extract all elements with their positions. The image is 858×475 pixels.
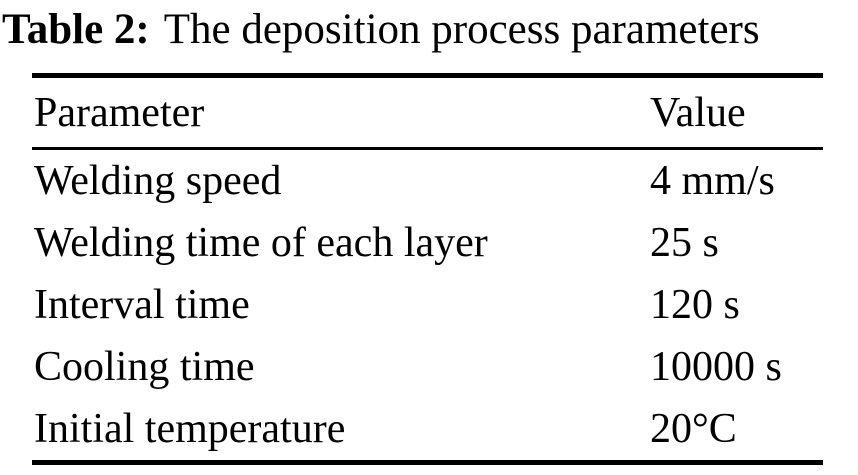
row-parameter: Welding time of each layer — [34, 220, 488, 266]
table-mid-rule — [32, 147, 823, 150]
row-value: 4 mm/s — [650, 158, 775, 204]
row-parameter: Initial temperature — [34, 406, 346, 452]
row-parameter: Cooling time — [34, 344, 255, 390]
table-caption-text: The deposition process parameters — [163, 6, 760, 53]
row-value: 20°C — [650, 406, 737, 452]
header-parameter: Parameter — [34, 89, 205, 136]
table-row: Welding speed 4 mm/s — [32, 150, 823, 212]
header-value: Value — [650, 89, 746, 136]
table-caption-label: Table 2: — [2, 6, 150, 53]
table-top-rule — [32, 73, 823, 78]
row-value: 25 s — [650, 220, 719, 266]
table-row: Welding time of each layer 25 s — [32, 212, 823, 274]
table-bottom-rule — [32, 460, 823, 465]
row-parameter: Welding speed — [34, 158, 282, 204]
table-row: Initial temperature 20°C — [32, 398, 823, 460]
table-row: Cooling time 10000 s — [32, 336, 823, 398]
row-parameter: Interval time — [34, 282, 250, 328]
row-value: 120 s — [650, 282, 740, 328]
table-caption: Table 2: The deposition process parameter… — [2, 4, 858, 56]
row-value: 10000 s — [650, 344, 782, 390]
table-header-row: Parameter Value — [32, 78, 823, 147]
table-row: Interval time 120 s — [32, 274, 823, 336]
parameters-table: Parameter Value Welding speed 4 mm/s Wel… — [32, 73, 823, 465]
